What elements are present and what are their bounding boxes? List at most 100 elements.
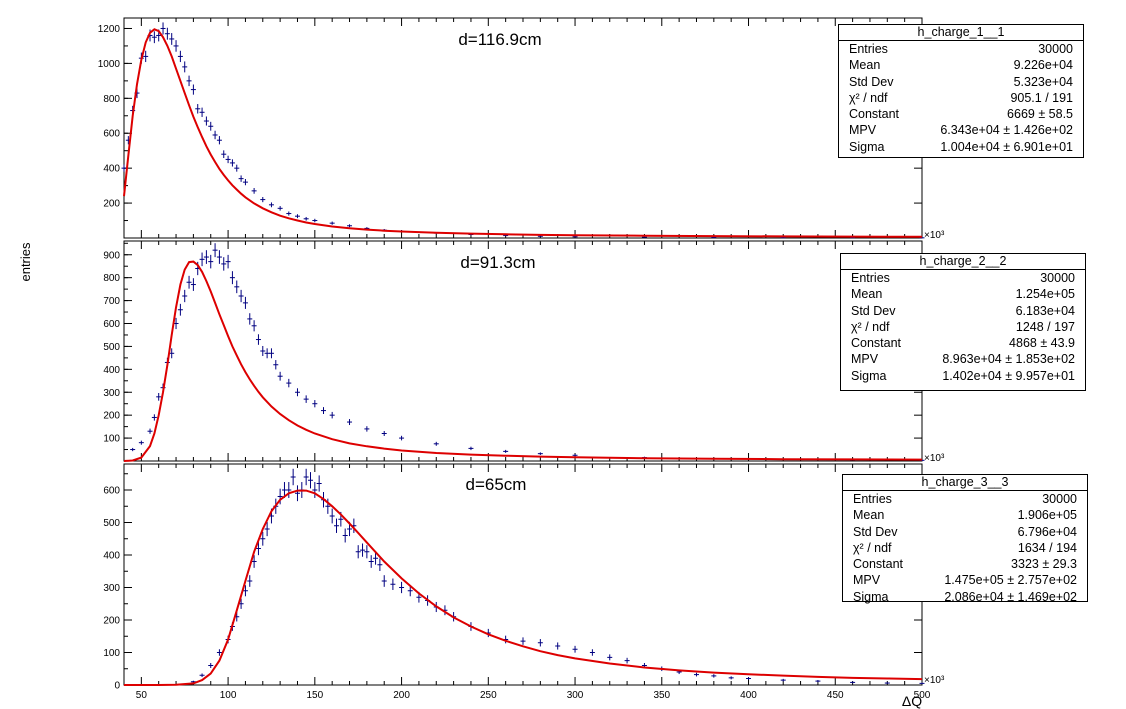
data-point [212, 243, 218, 258]
data-point [390, 578, 396, 590]
data-point [347, 419, 353, 426]
data-point [294, 485, 300, 502]
x-tick-label: 500 [914, 690, 931, 701]
data-point [641, 236, 647, 238]
data-point [381, 430, 387, 437]
data-point [572, 454, 578, 457]
data-point [190, 84, 196, 95]
data-point [711, 674, 717, 678]
data-point [537, 452, 543, 455]
stats-key: Sigma [853, 589, 889, 604]
data-point [368, 555, 374, 568]
stats-key: Constant [851, 336, 902, 351]
stats-key: MPV [849, 123, 877, 138]
stats-value: 30000 [1038, 42, 1073, 56]
data-point [234, 164, 240, 172]
data-point [251, 320, 257, 332]
stats-value: 30000 [1040, 271, 1075, 285]
y-tick-label: 600 [103, 319, 120, 330]
data-point [572, 236, 578, 238]
stats-value: 30000 [1042, 492, 1077, 506]
data-point [334, 518, 340, 533]
stats-row: MPV 1.475e+05 ± 2.757e+02 [843, 572, 1087, 588]
panel-1: 200 400 600 800 1000 1200 ×10³ d=116.9cm [98, 17, 945, 241]
data-point [294, 214, 300, 219]
x-tick-label: 50 [136, 690, 148, 701]
stats-value: 1.254e+05 [1015, 287, 1075, 302]
data-point [186, 275, 192, 289]
data-point [199, 107, 205, 117]
data-point [286, 378, 292, 388]
stats-row: Mean 1.906e+05 [843, 507, 1087, 523]
data-point [221, 150, 227, 159]
stats-title: h_charge_3__3 [843, 475, 1087, 491]
stats-row: Std Dev 6.183e+04 [841, 303, 1085, 319]
data-point [294, 388, 300, 397]
stats-key: MPV [851, 352, 879, 367]
data-point [342, 528, 348, 543]
stats-value: 4868 ± 43.9 [1009, 336, 1075, 351]
stats-key: Std Dev [853, 524, 898, 539]
stats-value: 1.004e+04 ± 6.901e+01 [940, 139, 1073, 154]
data-point [347, 224, 353, 228]
data-point [711, 236, 717, 238]
data-point [399, 435, 405, 441]
y-tick-label: 300 [103, 583, 120, 594]
data-point [277, 371, 283, 381]
data-point [589, 649, 595, 656]
y-tick-label: 1200 [98, 24, 121, 35]
data-point [373, 551, 379, 565]
data-point [173, 40, 179, 52]
y-tick-label: 900 [103, 250, 120, 261]
stats-key: Entries [851, 271, 890, 285]
data-point [286, 211, 292, 216]
x-exponent-label: ×10³ [924, 675, 945, 686]
y-tick-label: 200 [103, 616, 120, 627]
y-tick-label: 100 [103, 434, 120, 445]
data-point [242, 585, 248, 597]
data-point [164, 27, 170, 40]
data-point [815, 679, 821, 683]
data-point [229, 159, 235, 167]
data-point [242, 296, 248, 309]
data-point [147, 428, 153, 434]
data-point [377, 558, 383, 572]
data-point [160, 22, 166, 35]
data-point [229, 271, 235, 285]
stats-row: Constant 3323 ± 29.3 [843, 556, 1087, 572]
stats-row: χ² / ndf 1634 / 194 [843, 540, 1087, 556]
stats-key: χ² / ndf [851, 319, 890, 334]
data-point [238, 175, 244, 182]
y-tick-label: 400 [103, 164, 120, 175]
fit-curve [123, 260, 923, 462]
data-point [329, 508, 335, 524]
data-point [242, 179, 248, 186]
x-exponent-label: ×10³ [924, 453, 945, 464]
stats-title: h_charge_2__2 [841, 254, 1085, 270]
x-tick-label: 450 [827, 690, 844, 701]
data-point [255, 541, 261, 556]
plot-frame [123, 463, 923, 686]
y-tick-label: 500 [103, 518, 120, 529]
data-point [203, 250, 209, 264]
data-point [208, 662, 214, 669]
data-point [381, 575, 387, 587]
data-point [850, 681, 856, 684]
data-point [177, 50, 183, 63]
y-tick-label: 800 [103, 94, 120, 105]
data-point [247, 313, 253, 325]
stats-row: Entries 30000 [843, 491, 1087, 507]
data-point [360, 543, 366, 557]
stats-value: 9.226e+04 [1013, 58, 1073, 73]
data-point [151, 31, 157, 44]
stats-value: 1.475e+05 ± 2.757e+02 [944, 573, 1077, 588]
stats-row: Mean 9.226e+04 [839, 57, 1083, 73]
y-tick-label: 700 [103, 296, 120, 307]
data-point [607, 654, 613, 661]
y-tick-label: 600 [103, 486, 120, 497]
plot-frame [123, 17, 923, 239]
data-point [255, 334, 261, 345]
x-axis-label: ΔQ [902, 693, 922, 709]
y-tick-label: 400 [103, 551, 120, 562]
